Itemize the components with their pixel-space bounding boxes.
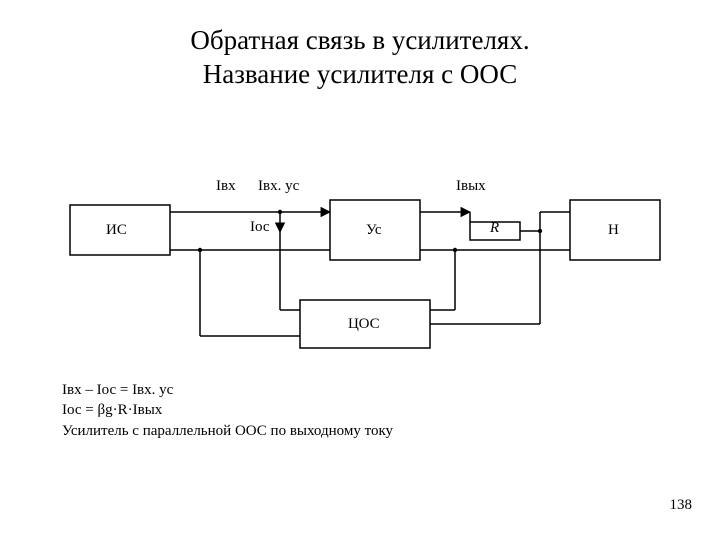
page-number: 138 <box>670 497 693 514</box>
label-is: ИС <box>106 222 127 239</box>
label-ivx: Iвх <box>216 178 236 195</box>
label-ivxus: Iвх. ус <box>258 178 299 195</box>
eq-2: Iос = βg·R·Iвых <box>62 400 393 420</box>
label-us: Ус <box>366 222 381 239</box>
label-cos: ЦОС <box>348 316 380 333</box>
diagram-canvas <box>0 0 720 540</box>
label-ivyh: Iвых <box>456 178 486 195</box>
label-h: Н <box>608 222 619 239</box>
eq-1: Iвх – Iос = Iвх. ус <box>62 380 393 400</box>
label-r: R <box>490 220 499 237</box>
equations-block: Iвх – Iос = Iвх. ус Iос = βg·R·Iвых Усил… <box>62 380 393 441</box>
label-ioc: Iос <box>250 219 270 236</box>
eq-3: Усилитель с параллельной ООС по выходном… <box>62 421 393 441</box>
